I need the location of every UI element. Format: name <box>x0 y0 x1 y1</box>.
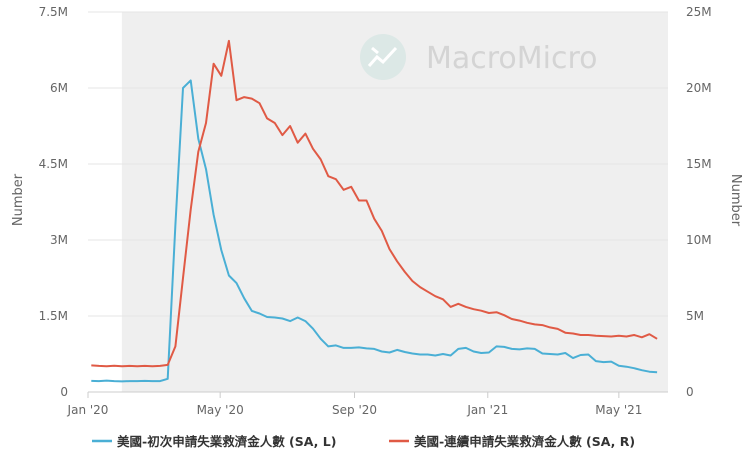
watermark-brand-text: MacroMicro <box>426 41 598 76</box>
y-right-tick-label: 10M <box>686 233 712 247</box>
x-tick-label: Jan '20 <box>67 403 109 417</box>
y-left-tick-label: 3M <box>50 233 68 247</box>
watermark: MacroMicro <box>360 34 598 80</box>
series-line-initial-claims[interactable] <box>91 79 658 383</box>
y-left-tick-label: 6M <box>50 81 68 95</box>
y-right-tick-label: 5M <box>686 309 704 323</box>
y-axis-right-ticks: 0 5M 10M 15M 20M 25M <box>686 5 712 399</box>
y-left-tick-label: 4.5M <box>39 157 68 171</box>
series-lines <box>91 39 658 383</box>
y-right-tick-label: 20M <box>686 81 712 95</box>
y-left-tick-label: 1.5M <box>39 309 68 323</box>
y-left-tick-label: 0 <box>60 385 68 399</box>
y-axis-left-title: Number <box>11 173 26 226</box>
legend-item-continuing-claims[interactable]: 美國-連續申請失業救濟金人數 (SA, R) <box>389 434 635 449</box>
legend-label: 美國-初次申請失業救濟金人數 (SA, L) <box>117 434 336 449</box>
legend-item-initial-claims[interactable]: 美國-初次申請失業救濟金人數 (SA, L) <box>92 434 336 449</box>
y-right-tick-label: 0 <box>686 385 694 399</box>
legend-label: 美國-連續申請失業救濟金人數 (SA, R) <box>414 434 635 449</box>
y-axis-right-title: Number <box>728 174 743 227</box>
legend: 美國-初次申請失業救濟金人數 (SA, L) 美國-連續申請失業救濟金人數 (S… <box>92 434 635 449</box>
x-axis-ticks: Jan '20 May '20 Sep '20 Jan '21 May '21 <box>67 392 642 417</box>
x-tick-label: Jan '21 <box>466 403 508 417</box>
x-tick-label: Sep '20 <box>332 403 377 417</box>
gridlines <box>88 11 668 317</box>
y-right-tick-label: 15M <box>686 157 712 171</box>
series-line-continuing-claims[interactable] <box>91 39 658 368</box>
y-axis-left-ticks: 0 1.5M 3M 4.5M 6M 7.5M <box>39 5 68 399</box>
y-left-tick-label: 7.5M <box>39 5 68 19</box>
y-right-tick-label: 25M <box>686 5 712 19</box>
x-tick-label: May '20 <box>197 403 244 417</box>
macromicro-logo-icon <box>360 34 406 80</box>
x-tick-label: May '21 <box>595 403 642 417</box>
